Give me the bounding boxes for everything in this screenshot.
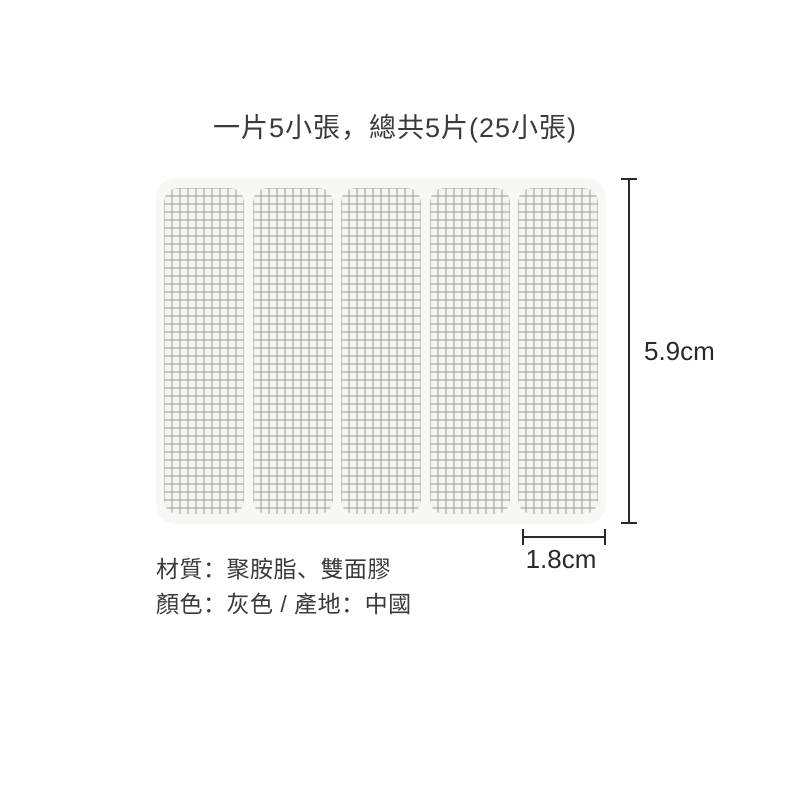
- mesh-strip: [164, 188, 244, 514]
- mesh-pattern-icon: [341, 188, 421, 514]
- mesh-strip: [430, 188, 510, 514]
- height-dimension: 5.9cm: [628, 178, 715, 524]
- width-dimension-line: [522, 536, 606, 538]
- height-dimension-label: 5.9cm: [644, 336, 715, 367]
- mesh-strip: [253, 188, 333, 514]
- mesh-pattern-icon: [164, 188, 244, 514]
- height-dimension-line: [628, 178, 630, 524]
- product-title: 一片5小張，總共5片(25小張): [0, 106, 790, 145]
- width-dimension-label: 1.8cm: [516, 544, 606, 575]
- mesh-pattern-icon: [518, 188, 598, 514]
- width-dimension: 1.8cm: [522, 536, 606, 575]
- spec-line-material: 材質：聚胺脂、雙面膠: [156, 552, 412, 587]
- mesh-strip: [341, 188, 421, 514]
- spec-text: 材質：聚胺脂、雙面膠 顏色：灰色 / 產地：中國: [156, 552, 412, 621]
- spec-line-color-origin: 顏色：灰色 / 產地：中國: [156, 587, 412, 622]
- mesh-pattern-icon: [253, 188, 333, 514]
- mesh-pattern-icon: [430, 188, 510, 514]
- mesh-strip: [518, 188, 598, 514]
- product-sheet: [156, 178, 606, 524]
